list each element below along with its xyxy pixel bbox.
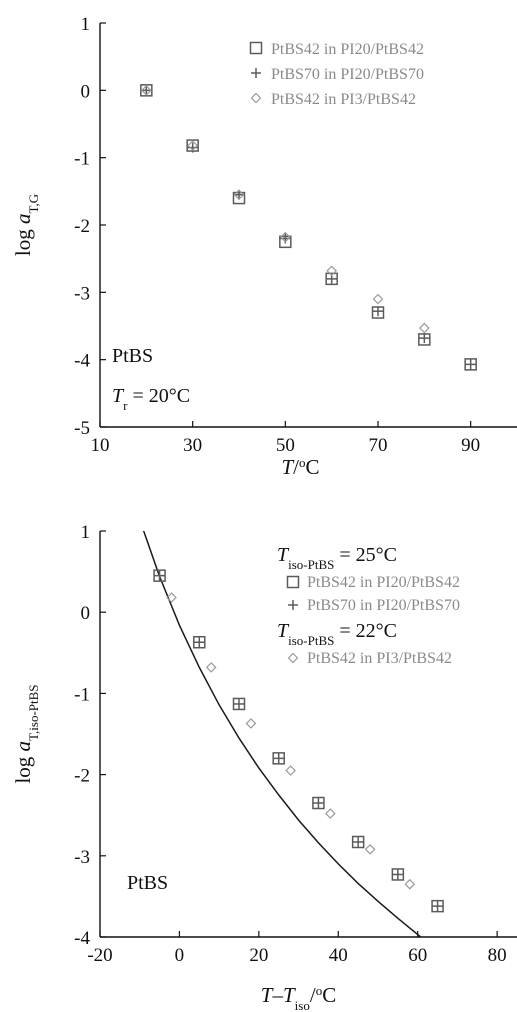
data-point-diamond xyxy=(324,808,336,819)
x-tick-label: 10 xyxy=(91,435,110,456)
y-tick-label: -5 xyxy=(74,418,90,439)
series-2 xyxy=(154,570,443,912)
data-point-plus xyxy=(187,142,198,153)
data-point-plus xyxy=(141,85,152,96)
data-point-square xyxy=(325,272,338,286)
x-axis-label: T/oC xyxy=(281,455,319,480)
x-tick-label: 0 xyxy=(175,945,185,966)
y-axis-label: log aT,G xyxy=(11,194,41,256)
data-point-plus xyxy=(154,570,165,581)
data-point-square xyxy=(391,868,405,881)
data-point-diamond xyxy=(187,140,199,151)
y-tick-label: 0 xyxy=(81,603,91,624)
legend-marker-diamond xyxy=(250,92,262,104)
data-point-plus xyxy=(419,333,430,344)
data-point-square xyxy=(272,752,285,765)
data-point-plus xyxy=(234,189,244,200)
data-point-diamond xyxy=(166,592,177,603)
y-tick-label: -1 xyxy=(74,684,90,705)
legend-label: PtBS42 in PI3/PtBS42 xyxy=(271,91,416,108)
data-point-square xyxy=(351,835,365,849)
series-2 xyxy=(141,85,476,370)
x-tick-label: 20 xyxy=(249,945,268,966)
data-point-square xyxy=(312,796,325,810)
data-point-plus xyxy=(353,836,364,847)
series-3 xyxy=(140,84,430,334)
data-point-diamond xyxy=(205,662,217,673)
data-point-diamond xyxy=(418,322,430,334)
y-tick-label: -2 xyxy=(74,766,90,787)
y-axis-label: log aT,iso-PtBS xyxy=(11,684,41,783)
polymer-annotation: PtBS xyxy=(112,345,153,367)
data-point-diamond xyxy=(285,765,296,776)
data-point-square xyxy=(140,84,153,97)
legend-marker-diamond xyxy=(287,652,299,664)
legend-label: PtBS70 in PI20/PtBS70 xyxy=(307,597,460,614)
y-tick-label: -3 xyxy=(74,283,90,304)
y-tick-label: -3 xyxy=(74,847,90,868)
data-point-diamond xyxy=(233,189,245,201)
x-tick-label: 60 xyxy=(408,945,427,966)
x-tick-label: -20 xyxy=(87,945,112,966)
data-point-plus xyxy=(373,306,383,317)
y-tick-label: 1 xyxy=(81,522,91,543)
series-3 xyxy=(166,592,416,890)
data-point-plus xyxy=(194,637,205,648)
legend-marker-plus xyxy=(288,600,298,610)
y-tick-label: -2 xyxy=(74,216,90,237)
legend: PtBS42 in PI20/PtBS42 PtBS70 in PI20/PtBS… xyxy=(249,41,424,108)
data-point-plus xyxy=(432,901,443,912)
legend-label: PtBS42 in PI3/PtBS42 xyxy=(307,650,452,667)
data-point-diamond xyxy=(364,843,376,855)
x-tick-label: 70 xyxy=(369,435,388,456)
x-tick-label: 80 xyxy=(488,945,507,966)
series-1 xyxy=(140,84,477,371)
x-tick-label: 50 xyxy=(276,435,295,456)
data-point-plus xyxy=(392,869,403,880)
data-point-square xyxy=(464,358,477,371)
legend-group-heading: Tiso-PtBS = 25°C xyxy=(277,544,397,572)
data-point-plus xyxy=(234,698,244,709)
data-point-square xyxy=(193,635,206,649)
polymer-annotation: PtBS xyxy=(127,872,168,894)
data-point-diamond xyxy=(279,231,291,243)
y-tick-label: -4 xyxy=(74,351,90,372)
data-point-diamond xyxy=(245,718,257,729)
data-point-square xyxy=(232,697,246,711)
x-axis-label: T–Tiso/oC xyxy=(261,983,336,1012)
y-tick-label: 0 xyxy=(81,81,91,102)
legend-marker-square xyxy=(249,41,263,55)
series-1 xyxy=(153,569,444,913)
chart-bottom: -20 0 20 40 60 80 1 0 -1 -2 -3 -4 T–Tiso/oC log aT,is… xyxy=(11,522,517,1012)
data-point-plus xyxy=(273,753,284,764)
data-point-square xyxy=(431,899,444,913)
data-point-plus xyxy=(465,359,476,370)
data-point-square xyxy=(153,569,166,582)
data-point-diamond xyxy=(372,293,384,305)
x-tick-label: 30 xyxy=(183,435,202,456)
y-tick-label: -1 xyxy=(74,149,90,170)
x-tick-label: 90 xyxy=(461,435,480,456)
data-point-diamond xyxy=(140,84,152,96)
reference-temperature-annotation: Tr = 20°C xyxy=(112,385,190,413)
y-tick-label: 1 xyxy=(81,14,91,35)
x-tick-label: 40 xyxy=(329,945,348,966)
legend-label: PtBS70 in PI20/PtBS70 xyxy=(271,66,424,83)
legend-label: PtBS42 in PI20/PtBS42 xyxy=(271,41,424,58)
data-point-diamond xyxy=(404,878,416,890)
legend-group-heading: Tiso-PtBS = 22°C xyxy=(277,620,397,648)
legend: Tiso-PtBS = 25°C PtBS42 in PI20/PtBS42 PtB… xyxy=(277,544,460,667)
y-tick-label: -4 xyxy=(74,928,90,949)
fit-curve xyxy=(142,531,423,937)
data-point-diamond xyxy=(326,265,338,277)
data-point-plus xyxy=(313,798,324,809)
legend-label: PtBS42 in PI20/PtBS42 xyxy=(307,574,460,591)
legend-marker-plus xyxy=(251,68,261,78)
axes: -20 0 20 40 60 80 1 0 -1 -2 -3 -4 xyxy=(74,522,517,966)
legend-marker-square xyxy=(286,575,300,589)
